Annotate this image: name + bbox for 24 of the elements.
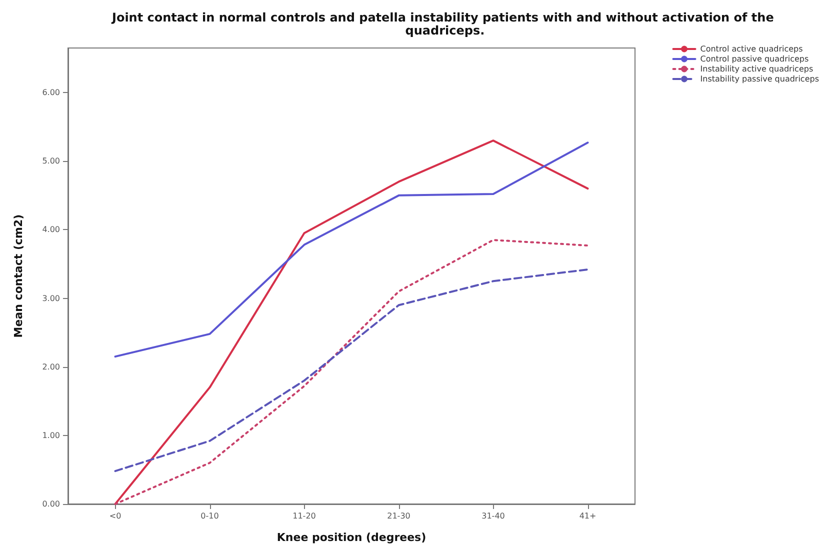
line-series	[114, 142, 589, 358]
x-tick-label: 0-10	[200, 512, 219, 520]
x-tick-label: 21-30	[387, 512, 410, 520]
y-axis-title: Mean contact (cm2)	[12, 214, 25, 338]
line-series	[114, 268, 589, 472]
x-axis-title: Knee position (degrees)	[276, 531, 426, 544]
legend-label: Instability active quadriceps	[700, 64, 814, 74]
y-tick-label: 0.00	[42, 500, 60, 508]
x-tick-label: 11-20	[292, 512, 316, 520]
y-tick-label: 6.00	[42, 88, 60, 98]
legend-label: Control passive quadriceps	[700, 54, 809, 64]
y-tick-label: 1.00	[42, 430, 60, 440]
x-tick-label: <0	[109, 512, 122, 520]
y-tick-label: 3.00	[42, 294, 60, 303]
y-tick-label: 4.00	[42, 225, 60, 234]
y-tick-label: 2.00	[42, 362, 60, 372]
y-tick-label: 5.00	[42, 156, 60, 166]
x-tick-label: 31-40	[482, 512, 505, 520]
chart-title: Joint contact in normal controls and patella instability patients with and without activation of the quadriceps.	[110, 10, 778, 38]
x-tick-label: 41+	[579, 512, 596, 520]
legend-label: Instability passive quadriceps	[700, 74, 820, 84]
line-series	[114, 140, 589, 505]
legend-label: Control active quadriceps	[700, 44, 803, 54]
line-series	[114, 239, 589, 505]
